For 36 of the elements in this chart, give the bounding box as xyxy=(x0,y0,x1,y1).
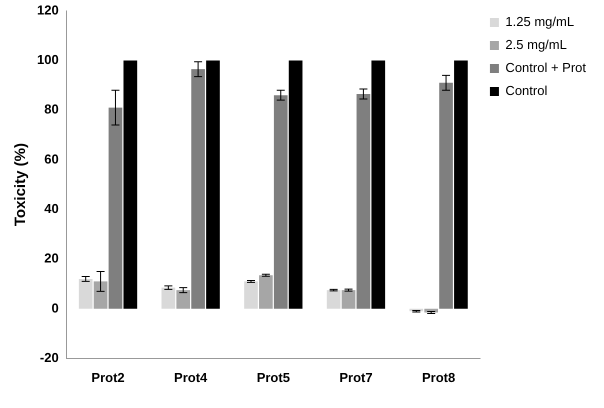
bar xyxy=(162,288,176,309)
y-tick-label: 100 xyxy=(36,52,59,68)
y-tick-label: -20 xyxy=(40,350,59,365)
legend-label: Control xyxy=(505,83,548,98)
bar xyxy=(288,60,302,309)
bar xyxy=(78,278,93,309)
bar xyxy=(206,60,220,309)
bar xyxy=(371,60,386,309)
bar xyxy=(94,281,108,309)
legend-label: 2.5 mg/mL xyxy=(505,37,567,52)
y-axis-title: Toxicity (%) xyxy=(12,143,30,226)
x-tick-label: Prot2 xyxy=(91,370,125,385)
bar xyxy=(176,290,190,309)
bar xyxy=(244,281,258,309)
y-tick-label: 40 xyxy=(44,201,59,216)
legend-label: 1.25 mg/mL xyxy=(505,14,574,30)
bar xyxy=(356,94,370,309)
x-tick-label: Prot4 xyxy=(174,370,208,385)
x-tick-label: Prot8 xyxy=(422,370,456,385)
bar xyxy=(191,69,205,309)
y-tick-label: 60 xyxy=(44,151,59,166)
bar xyxy=(274,95,288,309)
x-tick-label: Prot7 xyxy=(339,370,373,385)
legend-label: Control + Prot xyxy=(505,60,586,76)
bar xyxy=(259,275,273,309)
bar xyxy=(454,60,468,309)
x-tick-label: Prot5 xyxy=(256,370,290,385)
bar xyxy=(123,60,138,309)
y-tick-label: 80 xyxy=(44,102,59,117)
y-tick-label: 20 xyxy=(44,250,59,266)
bar xyxy=(342,290,356,309)
bar xyxy=(108,108,122,309)
y-tick-label: 120 xyxy=(36,2,59,18)
bar xyxy=(439,82,453,309)
y-tick-label: 0 xyxy=(51,300,59,316)
bar xyxy=(326,290,340,309)
